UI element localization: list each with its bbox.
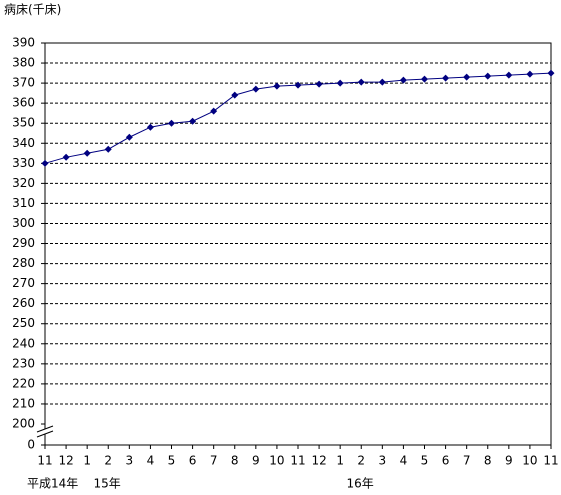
y-tick-label: 260 bbox=[12, 296, 35, 310]
y-tick-label: 270 bbox=[12, 276, 35, 290]
y-tick-label: 370 bbox=[12, 76, 35, 90]
y-tick-label: 230 bbox=[12, 356, 35, 370]
marker bbox=[315, 80, 323, 88]
x-tick-label: 4 bbox=[147, 454, 155, 468]
x-tick-label: 12 bbox=[311, 454, 326, 468]
y-tick-label: 250 bbox=[12, 316, 35, 330]
x-tick-label: 3 bbox=[126, 454, 134, 468]
axis-break bbox=[36, 425, 54, 433]
x-group-label: 16年 bbox=[347, 477, 374, 491]
x-tick-label: 7 bbox=[210, 454, 218, 468]
y-tick-label: 390 bbox=[12, 36, 35, 50]
y-tick-label: 360 bbox=[12, 96, 35, 110]
marker bbox=[526, 70, 534, 78]
y-tick-label: 210 bbox=[12, 396, 35, 410]
x-tick-label: 10 bbox=[522, 454, 537, 468]
marker bbox=[505, 71, 513, 79]
axis-break-gap bbox=[42, 429, 48, 434]
x-tick-label: 11 bbox=[290, 454, 305, 468]
marker bbox=[399, 76, 407, 84]
x-tick-label: 11 bbox=[37, 454, 52, 468]
y-tick-label: 280 bbox=[12, 256, 35, 270]
x-tick-label: 2 bbox=[104, 454, 112, 468]
x-tick-label: 5 bbox=[168, 454, 176, 468]
marker bbox=[210, 107, 218, 115]
x-group-label: 平成14年 bbox=[27, 477, 78, 491]
axis-break bbox=[36, 430, 54, 438]
marker bbox=[189, 117, 197, 125]
y-tick-label: 320 bbox=[12, 176, 35, 190]
marker bbox=[146, 123, 154, 131]
x-tick-label: 12 bbox=[58, 454, 73, 468]
y-tick-label: 240 bbox=[12, 336, 35, 350]
x-tick-label: 6 bbox=[189, 454, 197, 468]
marker bbox=[231, 91, 239, 99]
x-tick-label: 6 bbox=[442, 454, 450, 468]
marker bbox=[336, 79, 344, 87]
x-tick-label: 8 bbox=[484, 454, 492, 468]
marker bbox=[252, 85, 260, 93]
marker bbox=[294, 81, 302, 89]
marker bbox=[442, 74, 450, 82]
x-tick-label: 3 bbox=[379, 454, 387, 468]
marker bbox=[421, 75, 428, 83]
marker bbox=[41, 159, 49, 167]
marker bbox=[83, 149, 91, 157]
x-tick-label: 2 bbox=[357, 454, 365, 468]
x-tick-label: 5 bbox=[421, 454, 429, 468]
x-tick-label: 10 bbox=[269, 454, 284, 468]
y-tick-label: 380 bbox=[12, 56, 35, 70]
y-tick-label: 300 bbox=[12, 216, 35, 230]
marker bbox=[125, 133, 133, 141]
y-tick-label: 220 bbox=[12, 376, 35, 390]
marker bbox=[463, 73, 471, 81]
x-tick-label: 7 bbox=[463, 454, 471, 468]
y-tick-label: 290 bbox=[12, 236, 35, 250]
y-tick-label: 200 bbox=[12, 417, 35, 431]
y-tick-label: 340 bbox=[12, 136, 35, 150]
x-tick-label: 8 bbox=[231, 454, 239, 468]
marker bbox=[547, 69, 555, 77]
y-axis-title: 病床(千床) bbox=[4, 2, 61, 17]
x-tick-label: 1 bbox=[336, 454, 344, 468]
x-tick-label: 1 bbox=[83, 454, 91, 468]
x-tick-label: 4 bbox=[400, 454, 408, 468]
y-tick-label: 0 bbox=[27, 438, 35, 452]
marker bbox=[484, 72, 492, 80]
x-tick-label: 9 bbox=[505, 454, 513, 468]
x-tick-label: 9 bbox=[252, 454, 260, 468]
x-group-label: 15年 bbox=[94, 477, 121, 491]
marker bbox=[273, 82, 281, 90]
y-tick-label: 350 bbox=[12, 116, 35, 130]
marker bbox=[62, 153, 70, 161]
marker bbox=[104, 145, 112, 153]
marker bbox=[168, 119, 175, 127]
y-tick-label: 310 bbox=[12, 196, 35, 210]
marker bbox=[357, 78, 365, 86]
y-tick-label: 330 bbox=[12, 156, 35, 170]
marker bbox=[378, 78, 386, 86]
x-tick-label: 11 bbox=[543, 454, 558, 468]
